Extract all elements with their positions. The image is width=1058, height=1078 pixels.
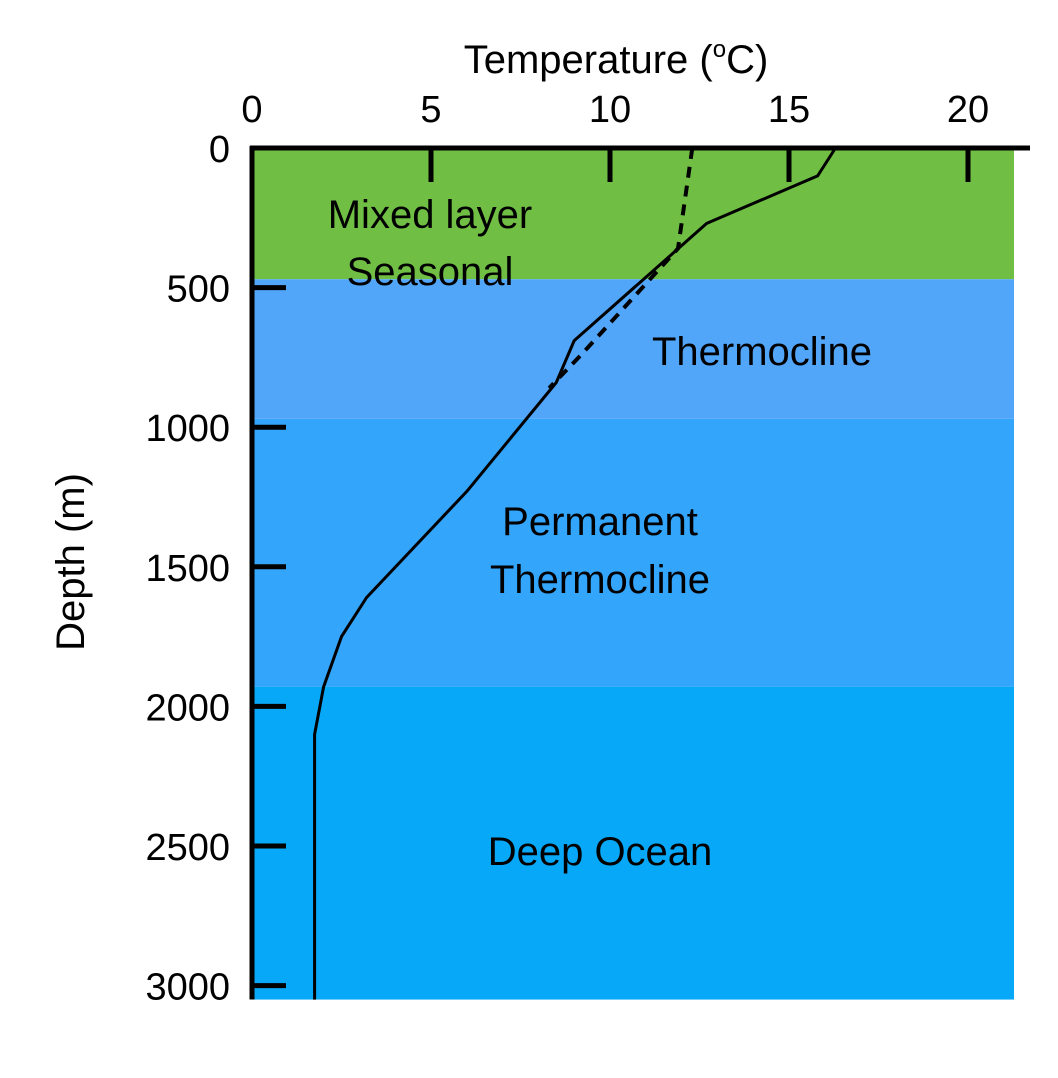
series-layer [313,147,837,1000]
y-axis-title: Depth (m) [49,473,93,651]
zone-label-3-1: Permanent [502,500,698,544]
x-axis-title-degree: o [713,36,726,63]
x-axis-title-main: Temperature ( [464,38,714,82]
zone-label-3-2: Thermocline [490,558,710,602]
y-tick-label-3000: 3000 [145,967,230,1009]
zone-label-1-1: Mixed layer [328,193,533,237]
dashed-temperature-profile [547,147,695,390]
x-tick-label-15: 15 [768,89,810,131]
axes-layer [249,145,1030,1000]
x-axis-title-unit: C) [726,38,768,82]
y-tick-label-2500: 2500 [145,827,230,869]
x-tick-label-10: 10 [589,89,631,131]
zone-band-1 [252,148,1014,280]
x-tick-label-5: 5 [420,89,441,131]
zone-label-2-1: Thermocline [652,330,872,374]
zone-band-4 [252,686,1014,1000]
zone-label-4-1: Deep Ocean [488,830,713,874]
y-tick-label-1000: 1000 [145,408,230,450]
x-tick-label-20: 20 [947,89,989,131]
x-axis-title: Temperature (oC) [464,36,769,82]
y-tick-label-0: 0 [209,129,230,171]
labels-layer: Mixed layer Seasonal Thermocline Permanent T… [49,36,989,1009]
zone-band-3 [252,418,1014,687]
y-tick-label-2000: 2000 [145,687,230,729]
zone-band-2 [252,279,1014,419]
y-tick-label-1500: 1500 [145,548,230,590]
x-tick-label-0: 0 [241,89,262,131]
solid-temperature-profile [313,147,837,1000]
y-tick-label-500: 500 [167,269,230,311]
zone-label-1-2: Seasonal [347,250,514,294]
zones-layer [252,148,1014,1000]
